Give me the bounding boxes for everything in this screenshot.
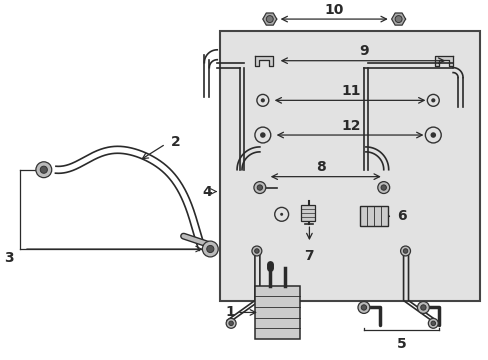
Circle shape xyxy=(417,302,428,314)
Circle shape xyxy=(361,305,366,310)
Circle shape xyxy=(253,181,265,194)
Circle shape xyxy=(430,321,435,325)
Circle shape xyxy=(251,246,261,256)
Text: 5: 5 xyxy=(396,337,406,351)
Circle shape xyxy=(254,249,259,253)
Circle shape xyxy=(226,318,236,328)
Bar xyxy=(220,31,479,301)
Circle shape xyxy=(206,246,213,253)
Circle shape xyxy=(40,166,47,173)
Circle shape xyxy=(257,185,262,190)
Text: 2: 2 xyxy=(170,135,180,149)
Circle shape xyxy=(403,249,407,253)
Text: 7: 7 xyxy=(304,249,314,263)
Text: 6: 6 xyxy=(397,209,407,223)
Circle shape xyxy=(202,241,218,257)
Circle shape xyxy=(266,15,273,23)
Circle shape xyxy=(430,98,434,103)
Bar xyxy=(254,286,300,339)
Bar xyxy=(359,206,387,226)
Polygon shape xyxy=(434,56,452,66)
Circle shape xyxy=(260,98,264,103)
Circle shape xyxy=(36,162,52,177)
Text: 8: 8 xyxy=(316,160,325,174)
Bar xyxy=(301,206,315,221)
Circle shape xyxy=(228,321,233,325)
Circle shape xyxy=(429,132,435,138)
Polygon shape xyxy=(262,13,276,25)
Circle shape xyxy=(394,15,401,23)
Text: 4: 4 xyxy=(202,185,212,198)
Text: 11: 11 xyxy=(341,84,360,98)
Text: 9: 9 xyxy=(358,44,368,58)
Circle shape xyxy=(380,185,386,190)
Circle shape xyxy=(400,246,409,256)
Polygon shape xyxy=(391,13,405,25)
Text: 12: 12 xyxy=(341,119,360,133)
Text: 1: 1 xyxy=(225,305,235,319)
Circle shape xyxy=(420,305,425,310)
Circle shape xyxy=(377,181,389,194)
Text: 10: 10 xyxy=(324,3,343,17)
Circle shape xyxy=(260,132,265,138)
Text: 3: 3 xyxy=(4,251,14,265)
Circle shape xyxy=(280,213,283,216)
Circle shape xyxy=(427,318,437,328)
Circle shape xyxy=(357,302,369,314)
Polygon shape xyxy=(254,56,272,66)
